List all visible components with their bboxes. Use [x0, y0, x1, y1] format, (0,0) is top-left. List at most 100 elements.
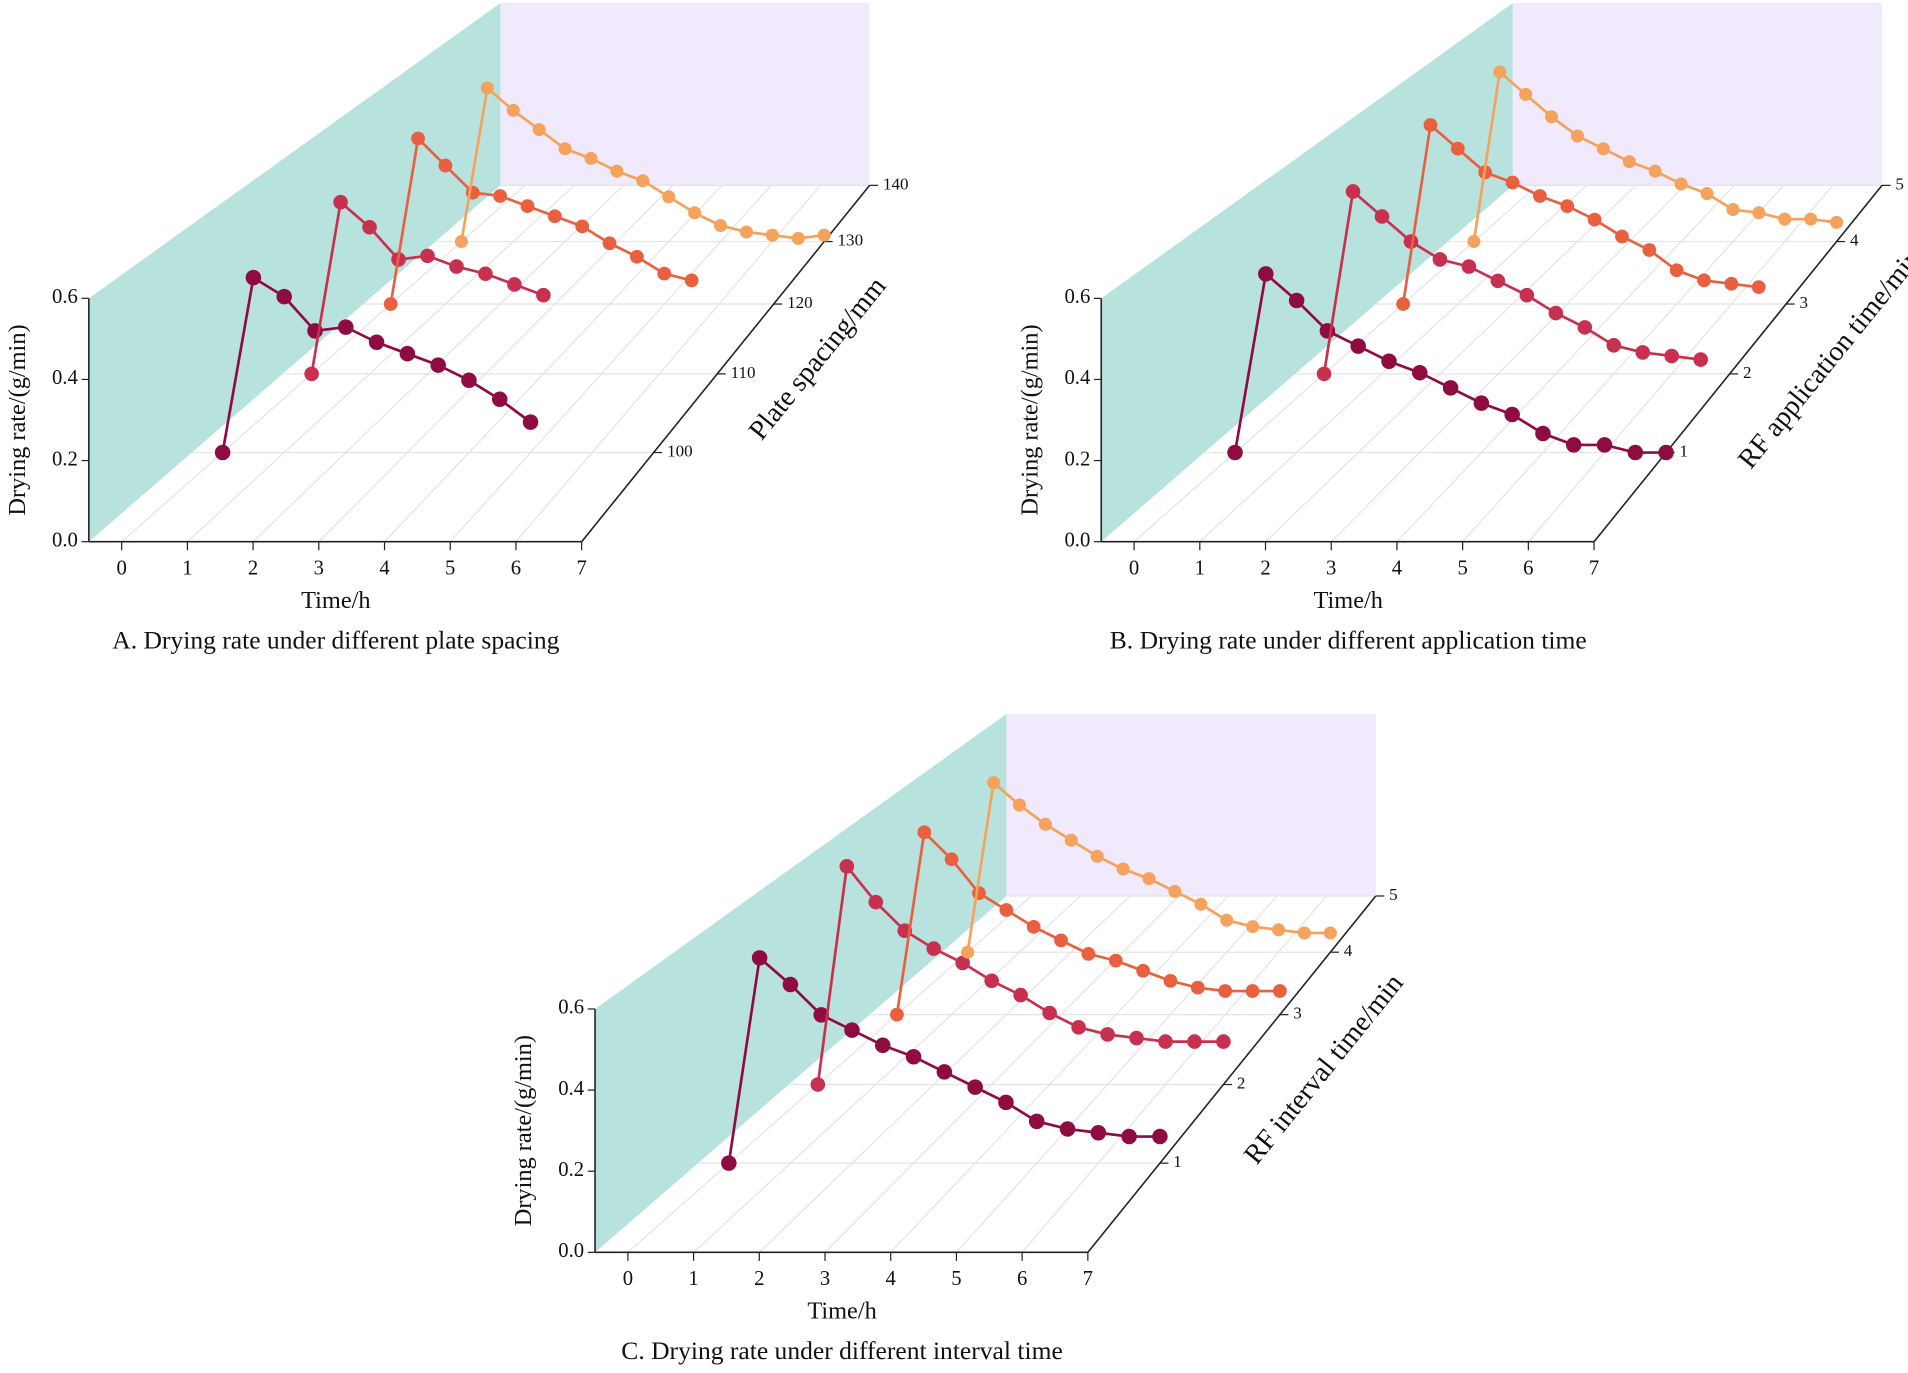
data-point [765, 228, 779, 242]
data-point [1218, 984, 1233, 998]
data-point [1596, 437, 1613, 453]
y-tick-label: 0.4 [52, 367, 79, 389]
data-point [491, 391, 508, 408]
data-point [507, 277, 522, 292]
y-tick-label: 0.4 [558, 1078, 585, 1100]
data-point [688, 206, 702, 220]
data-point [1012, 798, 1026, 812]
data-point [1752, 206, 1766, 220]
data-point [1504, 406, 1520, 423]
x-tick-label: 1 [1195, 557, 1205, 579]
x-tick-label: 3 [1326, 557, 1336, 579]
data-point [1587, 212, 1602, 227]
caption: C. Drying rate under different interval … [621, 1336, 1062, 1365]
data-point [411, 131, 425, 146]
data-point [1042, 1005, 1057, 1021]
y-tick-label: 0.2 [1064, 448, 1090, 470]
axis-line [581, 184, 871, 543]
x-tick-label: 6 [1523, 557, 1533, 579]
data-point [636, 174, 650, 188]
y-axis-title: Drying rate/(g/min) [4, 324, 31, 515]
data-point [1152, 1128, 1168, 1145]
data-point [584, 151, 598, 165]
data-point [1064, 833, 1078, 847]
grid-line [1330, 184, 1686, 543]
z-axis-title: RF interval time/min [1238, 968, 1410, 1170]
data-point [839, 859, 855, 874]
y-tick-label: 0.0 [558, 1240, 584, 1262]
data-point [657, 266, 672, 281]
data-point [1054, 933, 1068, 948]
data-point [1038, 817, 1052, 831]
x-tick-label: 4 [886, 1268, 897, 1290]
data-point [1090, 849, 1104, 863]
data-point [532, 123, 546, 137]
z-axis-title: RF application time/min [1732, 242, 1908, 474]
z-tick-label: 4 [1850, 230, 1859, 249]
data-point [1693, 352, 1708, 367]
data-point [1187, 1034, 1202, 1049]
data-point [1570, 129, 1585, 143]
data-point [536, 287, 551, 303]
grid-line [1265, 184, 1637, 543]
y-tick-label: 0.0 [52, 529, 78, 551]
data-point [1606, 337, 1622, 353]
data-point [791, 231, 805, 245]
data-point [782, 976, 799, 993]
back-wall [1512, 3, 1882, 186]
data-point [1026, 919, 1041, 934]
data-point [1297, 926, 1311, 940]
data-point [478, 266, 493, 282]
data-point [984, 973, 999, 989]
data-point [245, 269, 262, 286]
data-point [1669, 263, 1684, 278]
data-point [1519, 87, 1533, 101]
data-point [602, 236, 617, 251]
data-point [547, 209, 562, 224]
x-tick-label: 4 [1392, 557, 1403, 579]
data-point [1108, 953, 1123, 968]
data-point [1345, 184, 1361, 199]
data-point [333, 194, 348, 210]
z-tick-label: 120 [787, 293, 813, 312]
data-point [1121, 1128, 1137, 1145]
y-tick-label: 0.6 [1064, 286, 1090, 308]
x-tick-label: 2 [248, 557, 258, 579]
data-point [1323, 926, 1337, 940]
data-point [817, 228, 831, 242]
data-point [1519, 287, 1535, 303]
data-point [1272, 923, 1286, 937]
data-point [955, 955, 970, 971]
z-tick-label: 100 [667, 441, 693, 460]
data-point [890, 1007, 904, 1022]
data-point [362, 219, 377, 235]
data-point [1288, 292, 1305, 309]
data-point [1535, 425, 1551, 442]
x-tick-label: 5 [1457, 557, 1467, 579]
grid-line [1396, 184, 1735, 543]
data-point [575, 219, 590, 234]
axis-line [1593, 184, 1883, 543]
data-point [751, 950, 768, 966]
grid-line [449, 184, 772, 543]
data-point [338, 319, 354, 335]
data-point [662, 190, 676, 204]
x-tick-label: 1 [688, 1268, 698, 1290]
data-point [1412, 364, 1428, 381]
back-wall [1006, 713, 1376, 896]
caption: B. Drying rate under different applicati… [1110, 626, 1587, 655]
data-point [480, 81, 494, 95]
x-tick-label: 5 [951, 1268, 961, 1290]
data-point [1622, 155, 1636, 169]
data-point [1442, 380, 1459, 396]
data-point [1804, 212, 1818, 226]
data-point [1726, 203, 1740, 217]
side-wall [595, 713, 1007, 1253]
data-point [1350, 338, 1366, 354]
data-point [1493, 65, 1507, 79]
data-point [522, 414, 539, 430]
data-point [944, 852, 959, 867]
data-point [520, 199, 535, 213]
data-point [214, 444, 231, 461]
